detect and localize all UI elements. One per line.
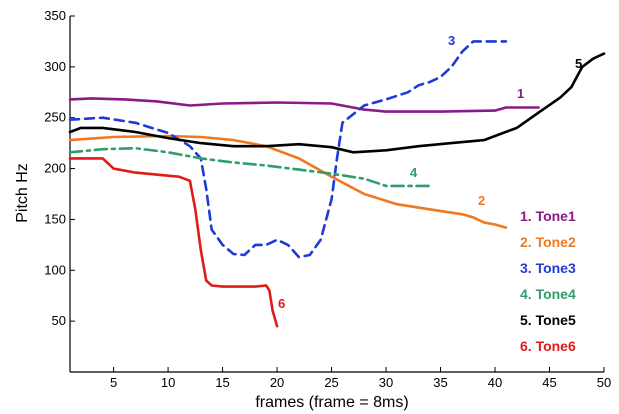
x-tick-label: 45 [542, 375, 556, 390]
legend-entry-tone6: 6. Tone6 [520, 338, 576, 354]
x-tick-label: 20 [270, 375, 284, 390]
chart-curves [68, 40, 606, 328]
legend-entry-tone1: 1. Tone1 [520, 208, 576, 224]
x-tick-label: 5 [110, 375, 117, 390]
x-tick-label: 15 [215, 375, 229, 390]
curve-label-tone3: 3 [448, 33, 455, 48]
chart-curve-labels: 1 2 3 4 5 6 [278, 33, 582, 311]
x-tick-label: 50 [597, 375, 611, 390]
x-tick-label: 35 [433, 375, 447, 390]
x-tick-label: 10 [161, 375, 175, 390]
y-tick-label: 250 [44, 110, 66, 125]
series-line-tone3 [68, 40, 508, 259]
y-tick-label: 300 [44, 59, 66, 74]
curve-label-tone6: 6 [278, 296, 285, 311]
x-tick-label: 40 [488, 375, 502, 390]
x-tick-label: 30 [379, 375, 393, 390]
y-axis-title: Pitch Hz [14, 163, 31, 223]
series-line-tone2 [68, 134, 508, 229]
legend-entry-tone4: 4. Tone4 [520, 286, 576, 302]
y-tick-label: 350 [44, 8, 66, 23]
series-line-tone1 [68, 97, 540, 113]
series-line-tone5 [68, 52, 606, 154]
y-tick-label: 200 [44, 161, 66, 176]
legend-entry-tone5: 5. Tone5 [520, 312, 576, 328]
curve-label-tone2: 2 [478, 193, 485, 208]
chart-legend: 1. Tone1 2. Tone2 3. Tone3 4. Tone4 5. Tone5… [520, 208, 576, 354]
legend-entry-tone3: 3. Tone3 [520, 260, 576, 276]
curve-label-tone1: 1 [517, 86, 524, 101]
legend-entry-tone2: 2. Tone2 [520, 234, 576, 250]
series-line-tone6 [68, 157, 279, 328]
x-tick-label: 25 [324, 375, 338, 390]
x-axis-title: frames (frame = 8ms) [255, 394, 408, 411]
y-tick-label: 50 [52, 313, 66, 328]
curve-label-tone5: 5 [575, 56, 582, 71]
y-tick-label: 150 [44, 211, 66, 226]
series-line-tone4 [68, 146, 431, 188]
curve-label-tone4: 4 [410, 165, 418, 180]
y-tick-label: 100 [44, 262, 66, 277]
